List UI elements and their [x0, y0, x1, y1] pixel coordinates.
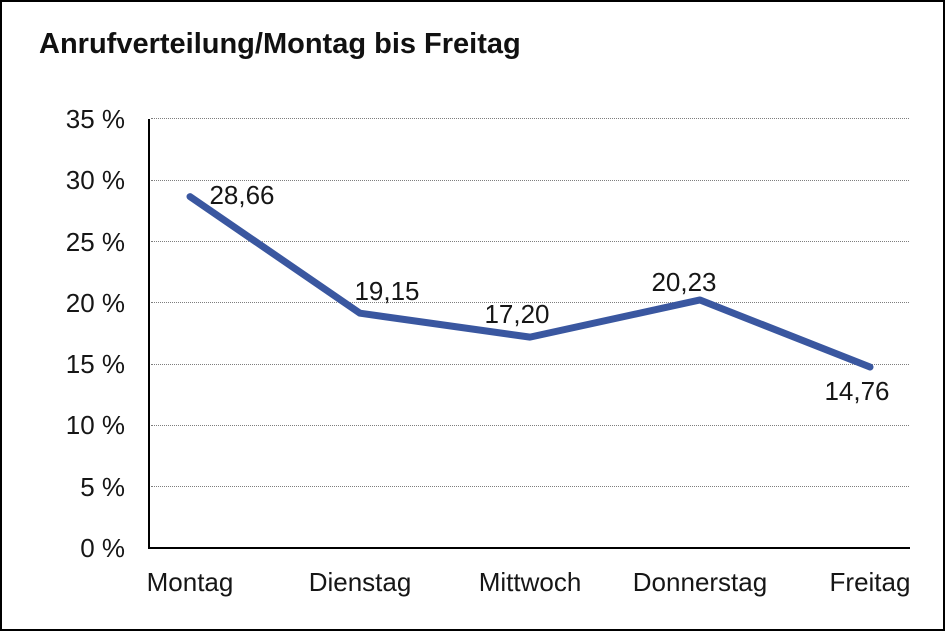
y-tick-label: 10 % — [65, 410, 125, 441]
x-tick-label: Montag — [146, 567, 234, 597]
gridline — [151, 363, 909, 365]
gridline — [151, 179, 909, 181]
gridline — [151, 424, 909, 426]
value-label: 17,20 — [484, 299, 550, 330]
y-tick-label: 5 % — [80, 471, 125, 502]
value-label: 28,66 — [209, 179, 275, 210]
x-tick-label: Donnerstag — [632, 567, 768, 597]
y-tick-label: 20 % — [65, 287, 125, 318]
value-label: 19,15 — [354, 276, 420, 307]
x-tick-label: Dienstag — [308, 567, 412, 597]
y-tick-label: 35 % — [65, 103, 125, 134]
y-tick-label: 25 % — [65, 226, 125, 257]
y-tick-label: 15 % — [65, 349, 125, 380]
gridline — [151, 241, 909, 242]
value-label: 14,76 — [824, 376, 890, 407]
y-tick-label: 0 % — [80, 533, 125, 563]
value-label: 20,23 — [651, 266, 717, 297]
x-tick-label: Mittwoch — [478, 567, 582, 597]
x-axis-line — [148, 547, 910, 549]
data-line — [186, 193, 874, 371]
gridline — [151, 118, 909, 120]
gridline — [151, 486, 909, 488]
y-tick-label: 30 % — [65, 165, 125, 196]
chart-title: Anrufverteilung/Montag bis Freitag — [39, 28, 521, 60]
x-tick-label: Freitag — [829, 567, 911, 597]
y-axis-line — [148, 119, 150, 549]
